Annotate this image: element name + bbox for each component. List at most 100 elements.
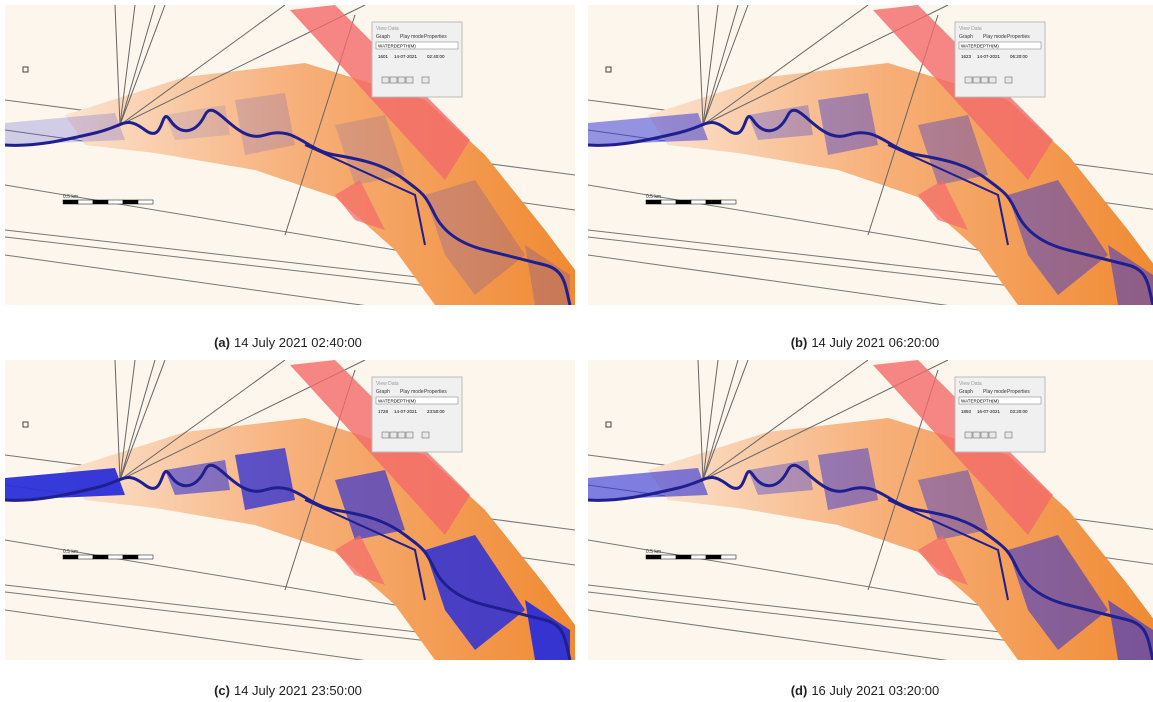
menu-item[interactable]: Graph — [959, 389, 973, 395]
play-button[interactable] — [382, 77, 389, 83]
caption: (d)16 July 2021 03:20:00 — [577, 683, 1153, 698]
date: 14-07-2021 — [394, 54, 418, 59]
flood-area — [235, 93, 295, 155]
caption-text: 14 July 2021 06:20:00 — [811, 335, 939, 350]
pause-button[interactable] — [422, 432, 429, 438]
scale-segment — [691, 200, 706, 204]
scale-segment — [721, 555, 736, 559]
play-button[interactable] — [973, 432, 980, 438]
play-button[interactable] — [398, 432, 405, 438]
play-button[interactable] — [390, 77, 397, 83]
play-button[interactable] — [965, 77, 972, 83]
scale-segment — [123, 200, 138, 204]
scale-segment — [676, 200, 691, 204]
panel-title: View Data — [376, 381, 399, 387]
menu-item[interactable]: Play mode — [400, 34, 424, 40]
menu-item[interactable]: Play mode — [983, 389, 1007, 395]
scale-segment — [691, 555, 706, 559]
menu-item[interactable]: Properties — [424, 34, 447, 40]
play-button[interactable] — [981, 432, 988, 438]
flood-area — [818, 93, 878, 155]
scale-segment — [646, 555, 661, 559]
panel-title: View Data — [959, 381, 982, 387]
scale-label: 0.5 km — [63, 194, 78, 200]
menu-item[interactable]: Graph — [959, 34, 973, 40]
scale-segment — [138, 200, 153, 204]
play-button[interactable] — [382, 432, 389, 438]
panel-label: (b) — [791, 335, 808, 350]
caption-text: 14 July 2021 02:40:00 — [234, 335, 362, 350]
scale-segment — [138, 555, 153, 559]
play-button[interactable] — [973, 77, 980, 83]
scale-segment — [123, 555, 138, 559]
date: 14-07-2021 — [977, 54, 1001, 59]
time: 23:50:00 — [427, 409, 445, 414]
caption: (a) 14 July 2021 02:40:00 — [0, 335, 576, 350]
scale-segment — [706, 200, 721, 204]
panel-label: (c) — [214, 683, 230, 698]
panel-label: (d) — [791, 683, 808, 698]
pause-button[interactable] — [1005, 432, 1012, 438]
scale-segment — [63, 555, 78, 559]
play-button[interactable] — [965, 432, 972, 438]
step: 1893 — [961, 409, 972, 414]
scale-segment — [108, 200, 123, 204]
step: 1728 — [378, 409, 389, 414]
pause-button[interactable] — [422, 77, 429, 83]
caption-text: 14 July 2021 23:50:00 — [234, 683, 362, 698]
time: 02:40:00 — [427, 54, 445, 59]
play-button[interactable] — [989, 77, 996, 83]
map-panel: 0.5 km View Data Graph Play modeProperties W… — [5, 360, 575, 660]
scale-segment — [78, 200, 93, 204]
step: 1601 — [378, 54, 389, 59]
menu-item[interactable]: Play mode — [983, 34, 1007, 40]
panel-title: View Data — [959, 26, 982, 32]
scale-segment — [63, 200, 78, 204]
scale-segment — [93, 555, 108, 559]
panel-label: (a) — [214, 335, 230, 350]
scale-segment — [108, 555, 123, 559]
panel-title: View Data — [376, 26, 399, 32]
menu-item[interactable]: Properties — [1007, 389, 1030, 395]
figure: 0.5 kmView DataGraphPlay modePropertiesW… — [0, 0, 1153, 702]
play-button[interactable] — [398, 77, 405, 83]
play-button[interactable] — [390, 432, 397, 438]
scale-segment — [661, 555, 676, 559]
menu-item[interactable]: Properties — [1007, 34, 1030, 40]
scale-segment — [93, 200, 108, 204]
scale-label: 0.5 km — [63, 549, 78, 555]
step: 1623 — [961, 54, 972, 59]
date: 14-07-2021 — [394, 409, 418, 414]
play-button[interactable] — [406, 432, 413, 438]
menu-item[interactable]: Graph — [376, 389, 390, 395]
play-button[interactable] — [981, 77, 988, 83]
scale-segment — [661, 200, 676, 204]
pause-button[interactable] — [1005, 77, 1012, 83]
dropdown-value: WATERDEPTH(M) — [961, 44, 999, 49]
scale-segment — [676, 555, 691, 559]
menu-item[interactable]: Graph — [376, 34, 390, 40]
dropdown-value: WATERDEPTH(M) — [961, 399, 999, 404]
caption: (b)14 July 2021 06:20:00 — [577, 335, 1153, 350]
menu-item[interactable]: Play mode — [400, 389, 424, 395]
date: 16-07-2021 — [977, 409, 1001, 414]
dropdown-value: WATERDEPTH(M) — [378, 44, 416, 49]
caption-text: 16 July 2021 03:20:00 — [811, 683, 939, 698]
flood-area — [818, 448, 878, 510]
scale-label: 0.5 km — [646, 194, 661, 200]
dropdown-value: WATERDEPTH(M) — [378, 399, 416, 404]
scale-segment — [721, 200, 736, 204]
play-button[interactable] — [989, 432, 996, 438]
caption: (c) 14 July 2021 23:50:00 — [0, 683, 576, 698]
scale-segment — [78, 555, 93, 559]
play-button[interactable] — [406, 77, 413, 83]
scale-segment — [646, 200, 661, 204]
flood-area — [235, 448, 295, 510]
menu-item[interactable]: Properties — [424, 389, 447, 395]
scale-label: 0.5 km — [646, 549, 661, 555]
time: 06:20:00 — [1010, 54, 1028, 59]
time: 03:20:00 — [1010, 409, 1028, 414]
